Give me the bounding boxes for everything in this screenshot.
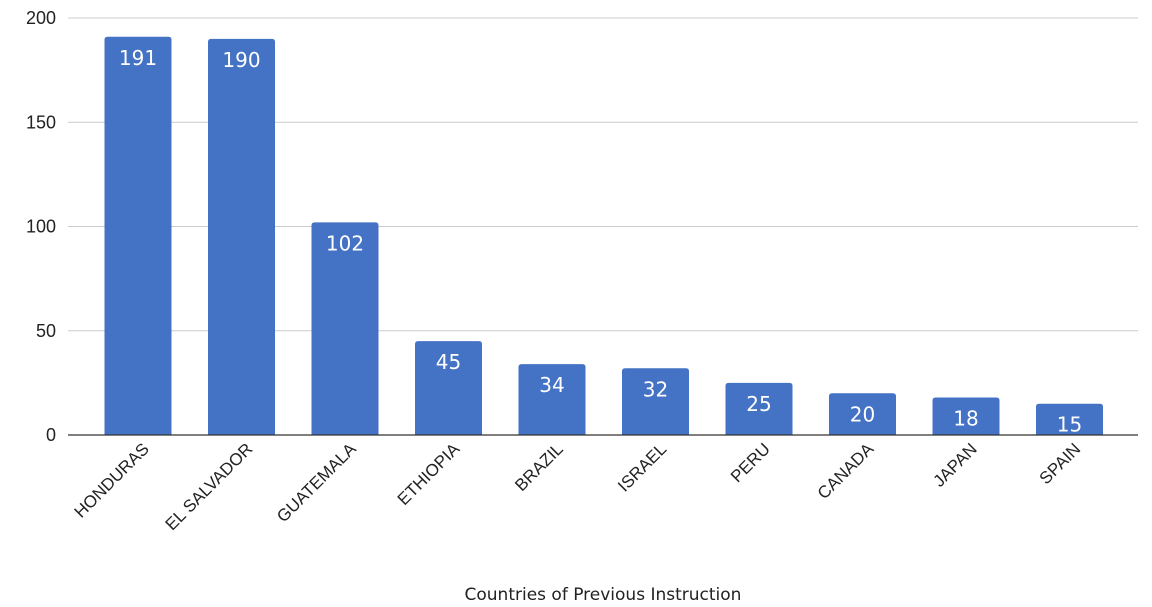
y-tick-label: 50: [36, 321, 56, 341]
bar-value-labels: 191 190 102 45 34 32 25 20 18 15: [119, 46, 1082, 437]
y-tick-label: 0: [46, 425, 56, 445]
x-tick-label: ETHIOPIA: [394, 439, 464, 509]
bar-value-label: 32: [643, 377, 668, 401]
bar-value-label: 25: [746, 392, 771, 416]
x-tick-label: EL SALVADOR: [162, 439, 257, 534]
y-tick-label: 100: [26, 217, 56, 237]
x-tick-label: SPAIN: [1036, 439, 1085, 488]
x-tick-label: BRAZIL: [511, 439, 567, 495]
x-tick-label: GUATEMALA: [273, 439, 360, 526]
bar-value-label: 34: [539, 373, 564, 397]
x-tick-label: PERU: [727, 439, 774, 486]
bar: [725, 382, 793, 435]
x-tick-label: JAPAN: [930, 439, 981, 490]
bar: [829, 393, 896, 435]
x-axis-ticks: HONDURAS EL SALVADOR GUATEMALA ETHIOPIA BRAZ…: [71, 439, 1085, 534]
bar: [518, 364, 586, 435]
x-tick-label: CANADA: [814, 439, 878, 503]
bar: [104, 36, 172, 435]
bar: [311, 222, 379, 435]
x-axis-title: Countries of Previous Instruction: [465, 585, 742, 605]
bar: [415, 341, 482, 435]
bar: [208, 38, 275, 435]
bar-value-label: 190: [222, 48, 260, 72]
bar-value-label: 45: [436, 350, 461, 374]
y-axis-ticks: 0 50 100 150 200: [26, 8, 56, 445]
bar-value-label: 102: [326, 231, 364, 255]
x-tick-label: HONDURAS: [71, 439, 153, 521]
bar-value-label: 15: [1057, 413, 1082, 437]
bars: [104, 36, 1103, 435]
bar-value-label: 18: [953, 406, 978, 430]
bar: [932, 397, 1000, 435]
y-tick-label: 200: [26, 8, 56, 28]
bar-value-label: 191: [119, 46, 157, 70]
x-tick-label: ISRAEL: [614, 439, 670, 495]
bar: [622, 368, 689, 435]
bar: [1036, 403, 1103, 435]
bar-value-label: 20: [850, 402, 875, 426]
y-tick-label: 150: [26, 112, 56, 132]
